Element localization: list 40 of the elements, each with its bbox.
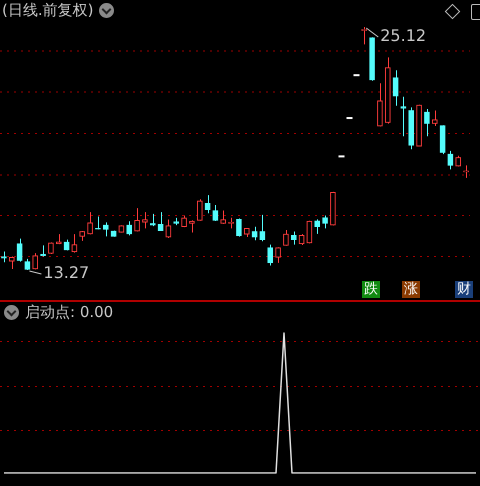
candlestick	[166, 219, 172, 239]
chart-title: 启动点: 0.00	[25, 303, 114, 322]
candlestick	[361, 26, 368, 45]
candlestick	[432, 110, 438, 127]
candlestick	[392, 70, 398, 106]
text: 涨	[402, 281, 420, 298]
candlestick	[448, 150, 454, 170]
candlestick	[32, 252, 38, 270]
candlestick	[314, 218, 320, 234]
candlestick	[463, 164, 469, 178]
candlestick	[142, 212, 148, 229]
candlestick	[40, 244, 46, 257]
candlestick	[212, 204, 218, 222]
text: 跌	[362, 281, 380, 298]
candlestick	[322, 214, 328, 229]
candlestick	[72, 234, 78, 254]
candlestick	[134, 208, 140, 232]
candlestick	[220, 210, 226, 224]
candlestick	[158, 212, 164, 232]
candlestick	[126, 220, 132, 236]
candlestick	[275, 246, 281, 264]
candlestick	[298, 234, 304, 246]
annotation: 13.27	[43, 263, 90, 282]
candlestick	[204, 194, 210, 214]
candlestick	[252, 226, 258, 241]
chart-title: (日线.前复权)	[2, 1, 94, 20]
text: 财	[455, 281, 473, 298]
candlestick	[196, 198, 203, 222]
annotation: 25.12	[380, 26, 426, 46]
candlestick	[189, 220, 195, 233]
candlestick	[267, 244, 274, 266]
candlestick	[283, 230, 289, 246]
candlestick	[16, 238, 22, 262]
candlestick	[8, 256, 15, 270]
candlestick	[87, 212, 93, 235]
candlestick	[260, 214, 266, 242]
candlestick	[424, 108, 430, 137]
candlestick	[290, 230, 297, 246]
candlestick	[236, 218, 242, 238]
candlestick	[377, 82, 383, 127]
